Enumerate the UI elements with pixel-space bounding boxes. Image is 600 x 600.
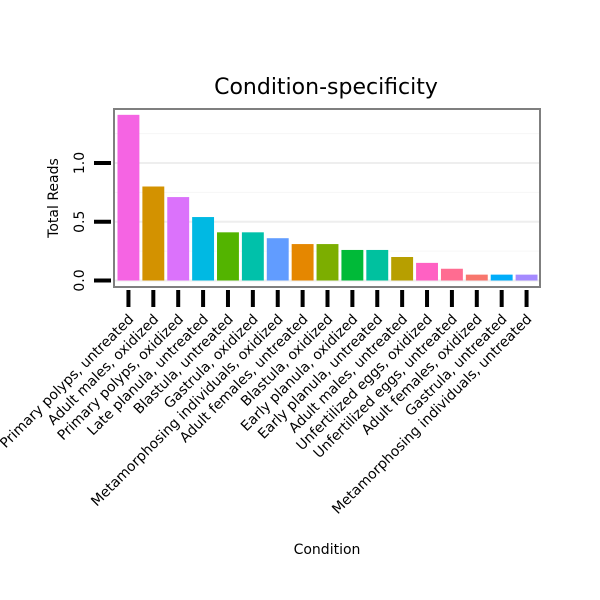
bar [241,232,264,281]
chart-title: Condition-specificity [214,75,438,100]
bar [465,274,488,281]
bar [266,238,289,281]
bar [341,249,364,281]
x-axis-title: Condition [294,542,361,558]
plot-frame [113,108,541,288]
bar [416,262,438,281]
bar [142,186,165,281]
bar [490,274,513,281]
bar [117,114,140,281]
y-tick-label: 0.0 [72,269,88,291]
bar [192,217,215,281]
bar [167,197,190,281]
bar [440,268,463,281]
bar [515,274,538,281]
y-axis-title: Total Reads [46,158,62,239]
y-tick-label: 0.5 [72,211,88,233]
y-tick-label: 1.0 [72,152,88,174]
y-axis: 0.0 0.5 1.0 [72,152,111,292]
bars [117,114,538,281]
bar [366,249,389,281]
bar [316,244,339,281]
bar [391,257,414,281]
bar [217,232,239,281]
bar [291,244,314,281]
